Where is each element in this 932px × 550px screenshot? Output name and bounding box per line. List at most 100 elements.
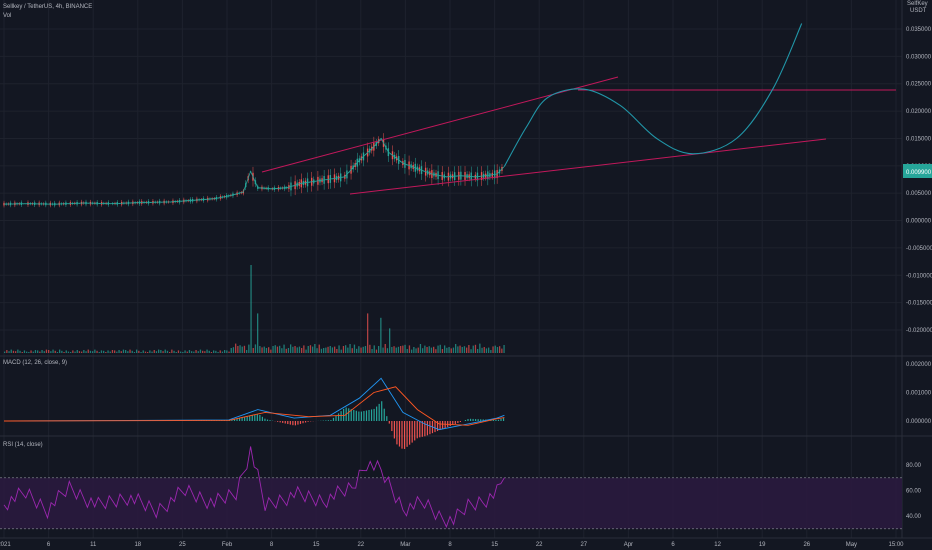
current-price-label: 0.009900 xyxy=(906,170,932,176)
macd-histogram-bar xyxy=(454,421,456,424)
volume-bar xyxy=(184,350,186,353)
volume-bar xyxy=(26,351,28,353)
time-tick-label: May xyxy=(846,542,857,548)
volume-bar xyxy=(461,347,463,353)
volume-bar xyxy=(204,351,206,353)
volume-bar xyxy=(243,345,246,353)
volume-bar xyxy=(136,349,138,353)
volume-bar xyxy=(503,345,505,353)
macd-histogram-bar xyxy=(459,421,461,422)
time-axis-ticks: 2021 6 11 18 25 Feb 8 15 22 Mar 8 15 22 27 Apr 6 12 19 26 M… xyxy=(0,542,904,548)
volume-bar xyxy=(114,350,116,353)
volume-bar xyxy=(30,350,32,353)
macd-histogram-bar xyxy=(284,421,286,424)
time-tick-label: 26 xyxy=(803,542,810,548)
time-tick-label: Feb xyxy=(222,542,233,548)
volume-bar xyxy=(23,350,26,353)
volume-bar xyxy=(230,348,232,353)
macd-histogram-bar xyxy=(426,421,428,436)
volume-bar xyxy=(111,350,114,353)
volume-bar xyxy=(433,346,435,353)
volume-bar xyxy=(303,345,305,353)
volume-bar xyxy=(345,345,347,353)
volume-bar xyxy=(52,349,54,353)
macd-histogram-bar xyxy=(386,416,388,421)
volume-bar xyxy=(452,347,455,353)
volume-bar xyxy=(320,348,323,353)
volume-legend[interactable]: Vol xyxy=(3,13,11,19)
volume-bar xyxy=(98,352,100,353)
volume-bar xyxy=(402,345,404,353)
lower-trendline xyxy=(349,138,827,195)
volume-bar xyxy=(364,346,367,353)
price-line xyxy=(3,137,505,205)
time-tick-label: 22 xyxy=(357,542,364,548)
macd-histogram-bar xyxy=(482,419,484,421)
volume-bar xyxy=(384,344,386,353)
volume-bar xyxy=(129,349,131,353)
volume-bar xyxy=(158,349,160,353)
volume-bar xyxy=(279,345,281,353)
volume-bar xyxy=(41,350,43,353)
time-tick-label: 22 xyxy=(536,542,543,548)
macd-histogram-bar xyxy=(302,421,304,424)
macd-histogram-bar xyxy=(414,421,416,441)
macd-histogram-bar xyxy=(277,421,279,422)
rsi-legend[interactable]: RSI (14, close) xyxy=(3,442,43,448)
volume-bar xyxy=(21,352,23,353)
volume-bar xyxy=(360,347,362,353)
volume-bar xyxy=(173,350,175,353)
volume-bar xyxy=(499,346,501,353)
macd-histogram-bar xyxy=(327,420,330,421)
macd-histogram-bar xyxy=(332,417,335,421)
time-tick-label: 15 xyxy=(491,542,498,548)
volume-bar xyxy=(397,346,400,353)
time-tick-label: 18 xyxy=(134,542,141,548)
symbol-title[interactable]: Sellkey / TetherUS, 4h, BINANCE xyxy=(3,4,92,10)
volume-bar xyxy=(241,346,243,353)
time-tick-label: 6 xyxy=(47,542,51,548)
volume-bar xyxy=(268,347,270,353)
rsi-axis-ticks: 80.00 60.00 40.00 xyxy=(906,463,922,520)
volume-bar xyxy=(270,349,272,353)
volume-bar xyxy=(483,347,485,353)
volume-bar xyxy=(466,347,468,353)
macd-histogram-bar xyxy=(406,421,408,447)
volume-bar xyxy=(446,347,448,353)
volume-bar xyxy=(127,351,129,353)
signal-line xyxy=(3,386,505,426)
volume-bar xyxy=(92,351,94,353)
price-tick-label: -0.005000 xyxy=(906,246,932,252)
volume-bar xyxy=(316,348,318,353)
macd-legend[interactable]: MACD (12, 26, close, 9) xyxy=(3,360,67,366)
macd-histogram-bar xyxy=(373,408,375,421)
volume-bar xyxy=(474,344,477,353)
volume-bar xyxy=(186,351,188,353)
time-tick-label: 11 xyxy=(90,542,97,548)
volume-bar xyxy=(237,346,239,353)
macd-histogram-bar xyxy=(480,419,482,421)
macd-tick-label: 0.002000 xyxy=(906,362,932,368)
volume-bar xyxy=(408,345,411,353)
macd-histogram-bar xyxy=(264,418,266,421)
volume-bar xyxy=(301,348,303,353)
price-tick-label: 0.035000 xyxy=(906,27,932,33)
volume-bar xyxy=(254,344,257,353)
price-tick-label: 0.005000 xyxy=(906,191,932,197)
macd-tick-label: 0.000000 xyxy=(906,419,932,425)
volume-bar xyxy=(424,345,426,353)
rsi-tick-label: 40.00 xyxy=(906,514,922,520)
volume-bar xyxy=(147,352,149,353)
volume-bar xyxy=(314,344,316,353)
volume-bar xyxy=(171,349,173,353)
macd-histogram-bar xyxy=(254,414,256,421)
volume-bar xyxy=(217,352,219,353)
price-tick-label: -0.020000 xyxy=(906,328,932,334)
macd-histogram-bar xyxy=(419,421,421,438)
macd-histogram-bar xyxy=(439,421,441,430)
volume-bar xyxy=(34,350,37,353)
volume-bar xyxy=(382,347,384,353)
volume-bar xyxy=(448,347,450,353)
volume-bar xyxy=(246,350,248,353)
